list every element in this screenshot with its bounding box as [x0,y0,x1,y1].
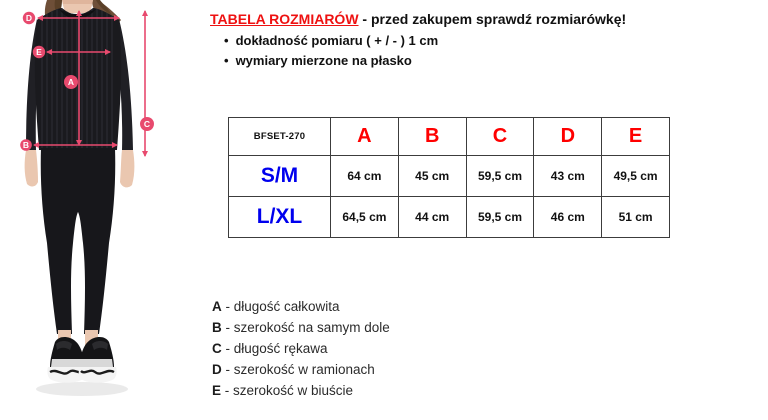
cell-sm-d: 43 cm [533,155,603,197]
model-sweater [34,8,122,150]
size-label-sm: S/M [228,155,331,197]
legend-item-b: B - szerokość na samym dole [212,317,390,338]
legend-text: - szerokość w biuście [221,383,354,398]
cell-lxl-e: 51 cm [601,196,670,238]
size-table: BFSET-270 A B C D E S/M 64 cm 45 cm 59,5… [228,117,670,238]
marker-c-letter: C [144,119,150,129]
marker-c-badge [140,117,154,131]
measurement-lines [33,10,148,157]
page-title: TABELA ROZMIARÓW - przed zakupem sprawdź… [210,11,755,27]
column-header-e: E [601,117,670,156]
marker-d-badge [22,11,36,25]
floor-shadow [36,382,128,396]
column-header-a: A [330,117,399,156]
marker-b-letter: B [23,140,29,150]
note-text: dokładność pomiaru ( + / - ) 1 cm [235,33,439,48]
chin-shadow [62,0,93,4]
model-leggings [40,148,116,334]
column-header-d: D [533,117,603,156]
cell-lxl-c: 59,5 cm [465,196,535,238]
legend-item-e: E - szerokość w biuście [212,380,390,401]
cell-sm-e: 49,5 cm [601,155,670,197]
legend-letter: C [212,341,222,356]
model-photo: D E A B C [0,0,195,415]
marker-d-letter: D [26,13,32,23]
note-item-flat: wymiary mierzone na płasko [224,51,438,71]
legend-letter: A [212,299,222,314]
measurement-legend: A - długość całkowita B - szerokość na s… [212,296,390,401]
model-illustration: D E A B C [20,0,154,396]
legend-letter: E [212,383,222,398]
title-highlight: TABELA ROZMIARÓW [210,11,359,27]
marker-a-badge [64,75,78,89]
note-text: wymiary mierzone na płasko [235,53,412,68]
column-header-c: C [465,117,535,156]
table-row-sm: S/M 64 cm 45 cm 59,5 cm 43 cm 49,5 cm [228,155,670,197]
cell-lxl-d: 46 cm [533,196,603,238]
legend-letter: D [212,362,222,377]
legend-item-c: C - długość rękawa [212,338,390,359]
cell-sm-c: 59,5 cm [465,155,535,197]
measurement-markers: D E A B C [20,11,154,151]
marker-a-letter: A [68,77,74,87]
legend-text: - szerokość na samym dole [221,320,390,335]
marker-e-badge [32,45,46,59]
sweater-rib-texture [41,8,113,150]
legend-item-a: A - długość całkowita [212,296,390,317]
marker-b-badge [20,139,32,151]
legend-text: - długość rękawa [221,341,328,356]
legend-text: - szerokość w ramionach [221,362,375,377]
note-item-accuracy: dokładność pomiaru ( + / - ) 1 cm [224,31,439,51]
model-hands [24,150,135,188]
cell-sm-a: 64 cm [330,155,399,197]
sneakers [47,337,117,383]
cell-lxl-a: 64,5 cm [330,196,399,238]
size-label-lxl: L/XL [228,196,331,238]
cell-lxl-b: 44 cm [397,196,467,238]
legend-text: - długość całkowita [221,299,340,314]
column-header-b: B [397,117,467,156]
table-row-lxl: L/XL 64,5 cm 44 cm 59,5 cm 46 cm 51 cm [228,196,670,238]
title-rest: - przed zakupem sprawdź rozmiarówkę! [358,11,627,27]
legend-letter: B [212,320,222,335]
marker-e-letter: E [36,47,42,57]
table-header-row: BFSET-270 A B C D E [228,117,670,156]
legend-item-d: D - szerokość w ramionach [212,359,390,380]
notes-list: dokładność pomiaru ( + / - ) 1 cm wymiar… [224,31,439,71]
product-code: BFSET-270 [228,117,331,156]
cell-sm-b: 45 cm [397,155,467,197]
